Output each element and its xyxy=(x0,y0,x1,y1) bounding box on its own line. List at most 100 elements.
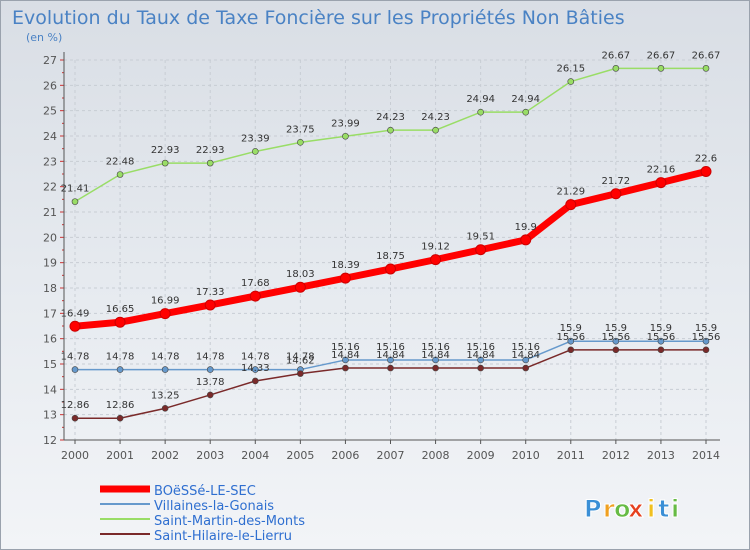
data-label: 18.39 xyxy=(331,260,360,271)
data-label: 15.16 xyxy=(376,342,405,353)
x-tick-label: 2006 xyxy=(331,449,359,462)
data-label: 17.33 xyxy=(196,287,225,298)
data-label: 14.84 xyxy=(466,350,495,361)
data-label: 15.16 xyxy=(331,342,360,353)
x-tick-label: 2004 xyxy=(241,449,269,462)
data-label: 22.6 xyxy=(695,153,717,164)
data-point xyxy=(116,171,124,178)
data-label: 26.15 xyxy=(556,64,585,75)
data-label: 22.16 xyxy=(647,165,676,176)
data-label: 15.9 xyxy=(605,323,627,334)
data-point xyxy=(249,290,261,302)
data-point xyxy=(294,281,306,293)
data-label: 23.99 xyxy=(331,118,360,129)
data-point xyxy=(612,346,620,354)
data-label: 26.67 xyxy=(647,50,676,61)
x-tick-label: 2013 xyxy=(647,449,675,462)
y-tick-label: 14 xyxy=(43,383,57,396)
data-point xyxy=(206,391,214,399)
data-label: 14.62 xyxy=(286,356,315,367)
data-label: 15.56 xyxy=(556,332,585,343)
data-point xyxy=(159,308,171,320)
data-point xyxy=(206,159,214,167)
data-label: 22.93 xyxy=(151,145,180,156)
data-point xyxy=(522,356,530,364)
x-tick-label: 2012 xyxy=(602,449,630,462)
x-tick-label: 2005 xyxy=(286,449,314,462)
logo-letter: i xyxy=(647,495,655,523)
data-point xyxy=(612,65,620,72)
data-point xyxy=(702,337,710,345)
data-label: 15.56 xyxy=(647,332,676,343)
x-tick-label: 2014 xyxy=(692,449,720,462)
data-point xyxy=(71,366,79,373)
y-tick-label: 19 xyxy=(43,257,57,270)
data-point xyxy=(387,356,394,364)
data-point xyxy=(69,320,81,332)
legend-label: Saint-Martin-des-Monts xyxy=(154,514,305,529)
data-label: 15.56 xyxy=(692,332,721,343)
series-1 xyxy=(71,337,710,373)
x-tick-label: 2007 xyxy=(377,449,405,462)
y-tick-label: 16 xyxy=(43,333,57,346)
data-point xyxy=(342,356,349,364)
logo-letter: P xyxy=(584,495,602,523)
data-label: 19.51 xyxy=(466,232,495,243)
data-label: 18.75 xyxy=(376,251,405,262)
legend-label: Villaines-la-Gonais xyxy=(154,499,274,514)
y-tick-label: 15 xyxy=(43,358,57,371)
data-point xyxy=(251,377,259,385)
data-label: 16.49 xyxy=(61,308,90,319)
data-point xyxy=(655,177,667,189)
x-tick-label: 2000 xyxy=(61,449,89,462)
data-label: 14.78 xyxy=(241,352,270,363)
data-label: 12.86 xyxy=(61,400,90,411)
data-point xyxy=(432,126,439,134)
y-tick-label: 23 xyxy=(43,155,57,168)
data-point xyxy=(342,364,349,372)
data-label: 14.84 xyxy=(331,350,360,361)
y-tick-label: 20 xyxy=(43,231,57,244)
data-label: 15.9 xyxy=(560,323,582,334)
y-tick-label: 21 xyxy=(43,206,57,219)
y-tick-label: 12 xyxy=(43,434,57,447)
data-label: 15.9 xyxy=(650,323,672,334)
data-point xyxy=(610,188,622,200)
data-label: 13.25 xyxy=(151,390,180,401)
data-label: 14.84 xyxy=(376,350,405,361)
x-tick-label: 2002 xyxy=(151,449,179,462)
data-point xyxy=(432,364,439,372)
data-point xyxy=(520,234,532,246)
data-label: 22.48 xyxy=(106,157,135,168)
data-point xyxy=(387,126,394,134)
data-label: 21.41 xyxy=(61,184,90,195)
chart-title: Evolution du Taux de Taxe Foncière sur l… xyxy=(12,7,625,29)
data-label: 19.9 xyxy=(515,222,537,233)
data-point xyxy=(71,198,79,205)
data-label: 15.9 xyxy=(695,323,717,334)
x-tick-label: 2003 xyxy=(196,449,224,462)
series-3 xyxy=(71,346,710,422)
data-point xyxy=(657,346,665,354)
data-point xyxy=(161,405,169,412)
data-label: 14.78 xyxy=(286,352,315,363)
data-point xyxy=(71,414,79,422)
data-point xyxy=(116,366,124,373)
data-point xyxy=(116,414,124,422)
data-point xyxy=(385,263,396,275)
data-label: 15.16 xyxy=(511,342,540,353)
data-point xyxy=(251,366,259,373)
data-label: 21.29 xyxy=(556,187,585,198)
data-label: 14.78 xyxy=(61,352,90,363)
x-tick-label: 2010 xyxy=(512,449,540,462)
data-label: 24.23 xyxy=(376,112,405,123)
data-point xyxy=(477,108,484,116)
y-tick-label: 24 xyxy=(43,130,57,143)
data-label: 14.78 xyxy=(196,352,225,363)
data-label: 14.78 xyxy=(106,352,135,363)
data-point xyxy=(114,316,126,328)
chart-subtitle: (en %) xyxy=(26,31,62,44)
logo-letter: x xyxy=(628,495,644,523)
data-point xyxy=(206,366,214,373)
